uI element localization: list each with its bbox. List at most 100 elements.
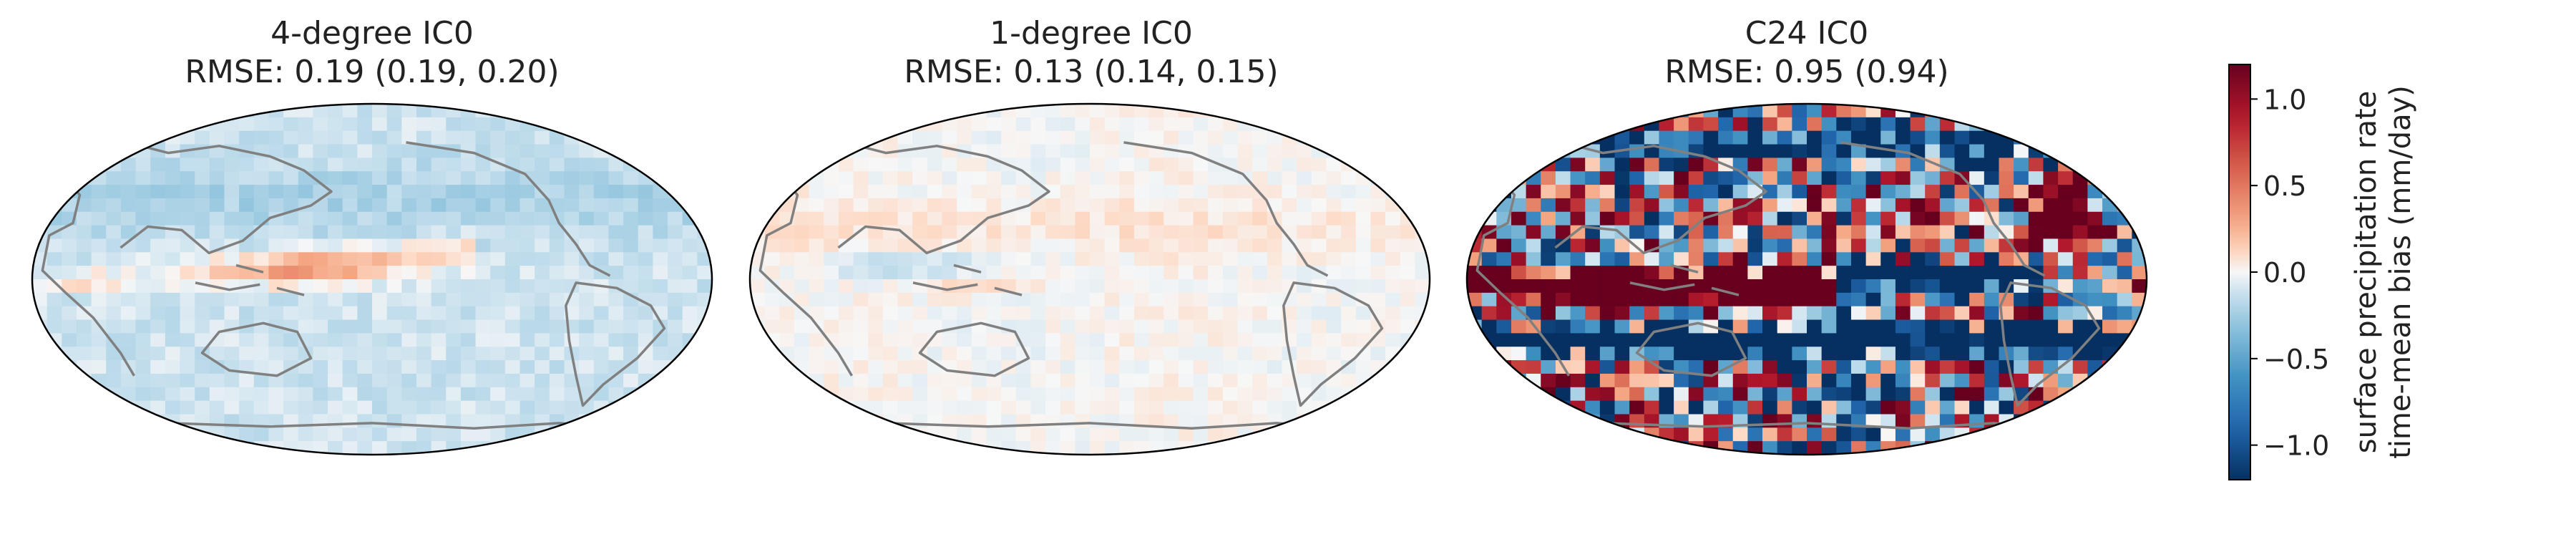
bias-cell	[1599, 238, 1616, 253]
bias-cell	[1075, 117, 1091, 132]
bias-cell	[342, 347, 358, 361]
bias-cell	[897, 252, 913, 266]
bias-cell	[1599, 306, 1616, 321]
bias-cell	[750, 130, 766, 145]
bias-cell	[2087, 266, 2103, 280]
bias-cell	[838, 373, 854, 388]
bias-cell	[1267, 238, 1283, 253]
bias-cell	[593, 319, 610, 334]
bias-cell	[32, 130, 48, 145]
bias-cell	[1570, 104, 1586, 118]
bias-cell	[1999, 158, 2014, 172]
bias-cell	[62, 333, 77, 347]
bias-cell	[401, 279, 417, 294]
bias-cell	[1984, 360, 2000, 374]
bias-cell	[2132, 414, 2147, 428]
bias-cell	[882, 211, 899, 226]
bias-cell	[2087, 279, 2103, 294]
coastline	[1123, 141, 1329, 277]
bias-cell	[2117, 225, 2132, 240]
bias-cell	[912, 225, 928, 240]
bias-cell	[2102, 130, 2118, 145]
bias-cell	[986, 373, 1002, 388]
bias-cell	[2132, 104, 2147, 118]
bias-cell	[853, 306, 869, 321]
bias-cell	[76, 211, 92, 226]
bias-cell	[120, 400, 137, 415]
bias-cell	[2102, 279, 2118, 294]
bias-cell	[1526, 347, 1541, 361]
bias-cell	[1267, 144, 1283, 158]
bias-cell	[1954, 387, 1970, 402]
bias-cell	[1910, 319, 1926, 334]
bias-cell	[653, 266, 668, 280]
bias-cell	[1237, 266, 1253, 280]
bias-cell	[2132, 238, 2147, 253]
bias-cell	[1370, 198, 1386, 213]
bias-cell	[1954, 185, 1970, 199]
bias-cell	[564, 387, 580, 402]
bias-cell	[882, 292, 899, 307]
bias-cell	[1178, 158, 1194, 172]
bias-cell	[1836, 373, 1852, 388]
bias-cell	[1674, 252, 1689, 266]
bias-cell	[608, 238, 624, 253]
bias-cell	[697, 171, 712, 185]
bias-cell	[1865, 360, 1881, 374]
bias-cell	[1777, 117, 1792, 132]
bias-cell	[2043, 360, 2059, 374]
bias-cell	[1777, 252, 1792, 266]
bias-cell	[942, 185, 957, 199]
bias-cell	[1969, 441, 1985, 455]
bias-cell	[1511, 319, 1527, 334]
bias-cell	[1075, 387, 1091, 402]
bias-cell	[386, 400, 402, 415]
bias-cell	[1954, 144, 1970, 158]
bias-cell	[32, 373, 48, 388]
bias-cell	[697, 387, 712, 402]
bias-cell	[882, 427, 899, 442]
bias-cell	[1355, 225, 1371, 240]
bias-cell	[809, 400, 824, 415]
colorbar-tick-label: −0.5	[2263, 344, 2329, 375]
bias-cell	[1163, 185, 1179, 199]
bias-cell	[1090, 360, 1106, 374]
bias-cell	[313, 279, 328, 294]
bias-cell	[868, 373, 884, 388]
bias-cell	[1555, 373, 1571, 388]
bias-cell	[253, 130, 270, 145]
bias-cell	[1015, 144, 1031, 158]
bias-cell	[1777, 171, 1792, 185]
bias-cell	[1526, 225, 1541, 240]
bias-cell	[460, 427, 477, 442]
bias-cell	[1895, 360, 1911, 374]
bias-cell	[224, 333, 240, 347]
bias-cell	[912, 373, 928, 388]
bias-cell	[195, 225, 210, 240]
bias-cell	[1570, 211, 1586, 226]
bias-cell	[519, 104, 535, 118]
bias-cell	[1297, 441, 1312, 455]
bias-cell	[342, 104, 358, 118]
bias-cell	[1954, 333, 1970, 347]
bias-cell	[897, 117, 913, 132]
bias-cell	[535, 238, 550, 253]
bias-cell	[809, 427, 824, 442]
bias-cell	[1910, 292, 1926, 307]
bias-cell	[224, 198, 240, 213]
bias-cell	[372, 306, 388, 321]
bias-cell	[1133, 185, 1150, 199]
bias-cell	[1555, 400, 1571, 415]
coastline	[758, 169, 854, 377]
bias-cell	[1163, 333, 1179, 347]
bias-cell	[313, 333, 328, 347]
bias-cell	[750, 387, 766, 402]
bias-cell	[1792, 130, 1807, 145]
bias-cell	[957, 171, 972, 185]
bias-cell	[794, 198, 810, 213]
bias-cell	[475, 198, 491, 213]
bias-cell	[897, 427, 913, 442]
bias-cell	[549, 130, 565, 145]
bias-cell	[1850, 225, 1867, 240]
bias-cell	[2102, 144, 2118, 158]
